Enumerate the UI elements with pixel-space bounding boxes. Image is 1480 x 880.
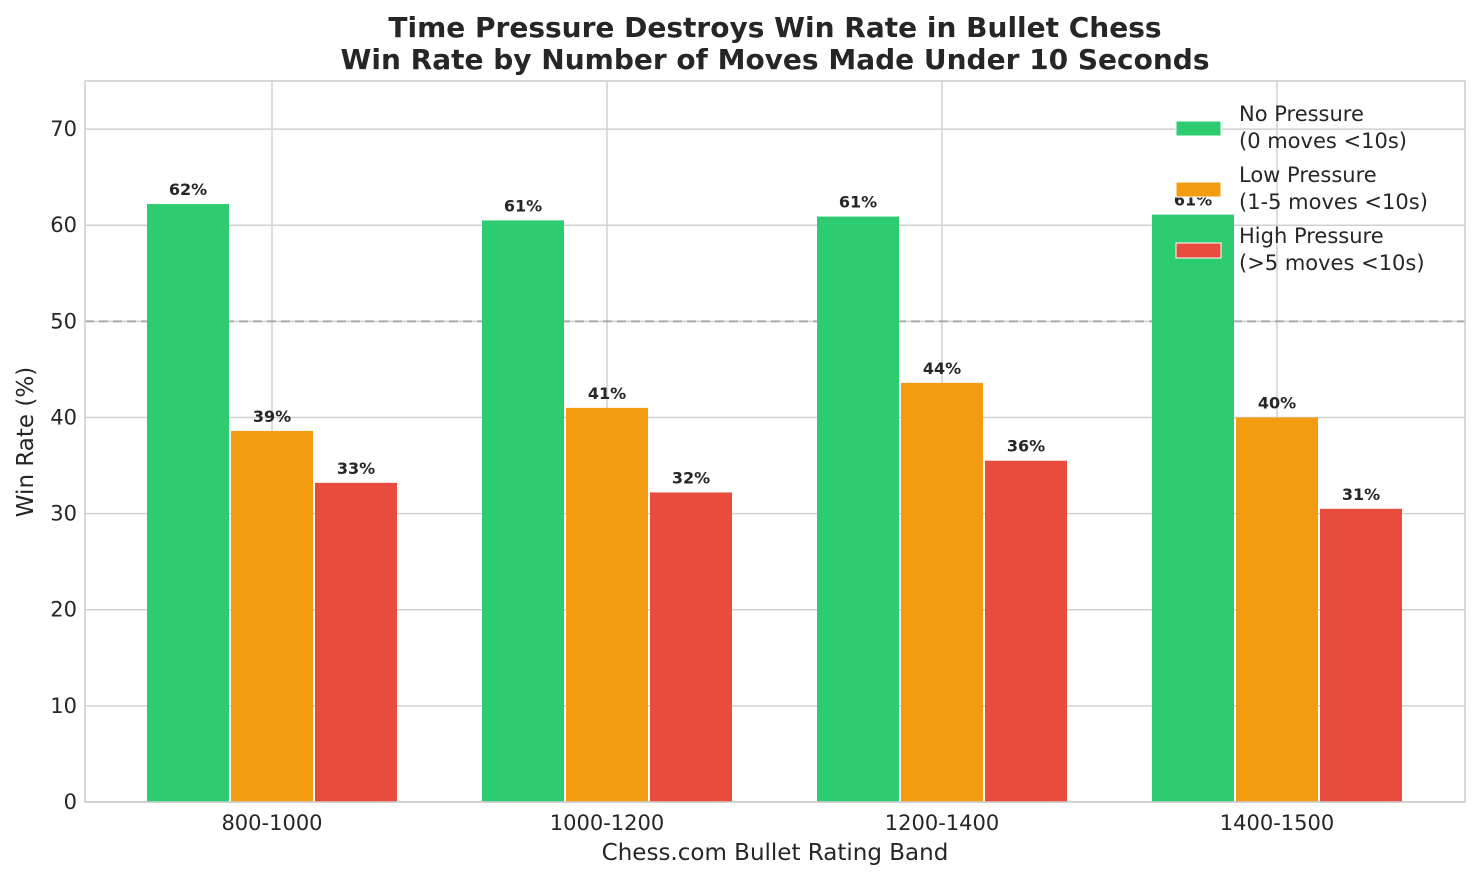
bar <box>566 407 648 802</box>
y-tick-label: 10 <box>50 694 77 718</box>
bar-value-label: 32% <box>672 468 710 487</box>
y-tick-label: 50 <box>50 309 77 333</box>
bar <box>315 482 397 802</box>
bar-value-label: 40% <box>1258 393 1296 412</box>
y-tick-labels: 0 10 20 30 40 50 60 70 <box>50 117 77 814</box>
chart-title: Time Pressure Destroys Win Rate in Bulle… <box>388 11 1161 44</box>
legend-swatch <box>1175 181 1222 198</box>
bar-value-label: 41% <box>588 384 626 403</box>
x-tick-label: 1000-1200 <box>550 811 664 835</box>
x-tick-label: 1200-1400 <box>885 811 999 835</box>
bar-value-label: 33% <box>337 459 375 478</box>
bar-value-label: 39% <box>253 407 291 426</box>
bar <box>482 220 564 803</box>
bar <box>650 492 732 802</box>
plot-frame <box>84 80 1466 803</box>
bar-value-label: 61% <box>504 196 542 215</box>
y-tick-label: 70 <box>50 117 77 141</box>
bar-labels-group: 62%61% 61% 61%39%41%44%40%33%32%36%31% <box>169 180 1380 504</box>
y-tick-label: 30 <box>50 502 77 526</box>
y-tick-label: 0 <box>64 790 77 814</box>
bar-value-label: 31% <box>1342 485 1380 504</box>
bar-value-label: 62% <box>169 180 207 199</box>
legend-swatch <box>1175 242 1222 259</box>
bars-group <box>147 204 1402 803</box>
y-axis-label: Win Rate (%) <box>13 367 39 517</box>
legend-swatch <box>1175 120 1222 137</box>
y-tick-label: 60 <box>50 213 77 237</box>
x-tick-label: 1400-1500 <box>1220 811 1334 835</box>
bar-value-label: 61% <box>839 193 877 212</box>
bar-value-label: 36% <box>1007 437 1045 456</box>
bar-value-label: 44% <box>923 359 961 378</box>
bar <box>985 460 1067 802</box>
chart-subtitle: Win Rate by Number of Moves Made Under 1… <box>341 43 1210 76</box>
y-tick-label: 40 <box>50 405 77 429</box>
legend-label: Low Pressure (1-5 moves <10s) <box>1239 163 1428 214</box>
bar <box>817 216 899 803</box>
x-tick-labels: 800-1000 1000-1200 1200-1400 1400-1500 <box>221 811 1334 835</box>
x-axis-label: Chess.com Bullet Rating Band <box>602 840 949 866</box>
bar <box>1152 214 1234 802</box>
legend: No Pressure (0 moves <10s) Low Pressure (1-… <box>1175 102 1428 275</box>
bar <box>1236 417 1318 802</box>
bar <box>1320 508 1402 802</box>
bar <box>231 430 313 802</box>
bar <box>901 382 983 802</box>
y-tick-label: 20 <box>50 598 77 622</box>
legend-label: No Pressure (0 moves <10s) <box>1239 102 1407 153</box>
bar <box>147 204 229 802</box>
legend-label: High Pressure (>5 moves <10s) <box>1239 224 1425 275</box>
x-tick-label: 800-1000 <box>221 811 322 835</box>
